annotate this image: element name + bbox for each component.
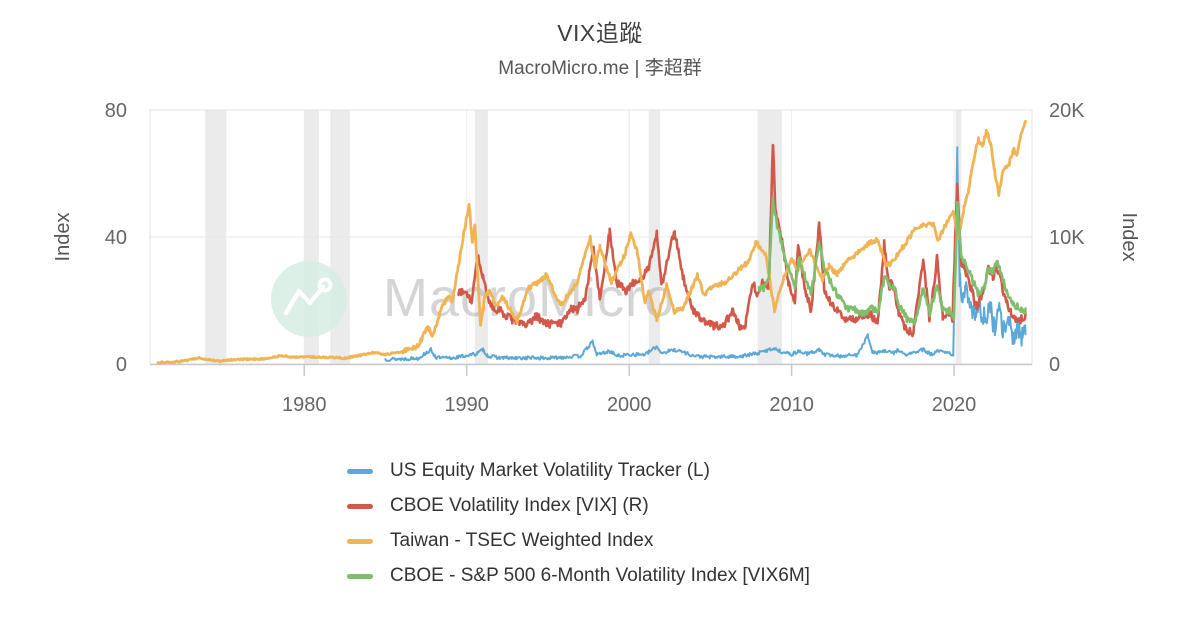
watermark-logo-icon xyxy=(271,261,347,337)
left-y-tick-label: 40 xyxy=(105,227,127,249)
x-tick-label: 2020 xyxy=(932,394,977,416)
legend-label: US Equity Market Volatility Tracker (L) xyxy=(390,460,710,481)
series-line-2[interactable] xyxy=(457,143,1027,338)
series-line-1[interactable] xyxy=(384,146,1027,362)
legend-label: CBOE Volatility Index [VIX] (R) xyxy=(390,495,649,516)
left-y-tick-label: 80 xyxy=(105,100,127,122)
series-line-3[interactable] xyxy=(156,119,1027,365)
legend-item-us-equity-volatility-tracker[interactable]: US Equity Market Volatility Tracker (L) xyxy=(347,459,810,483)
legend-swatch-green xyxy=(347,573,373,579)
x-tick-label: 1980 xyxy=(282,394,327,416)
legend-label: CBOE - S&P 500 6-Month Volatility Index … xyxy=(390,565,810,586)
legend-swatch-red xyxy=(347,503,373,509)
series-line-4[interactable] xyxy=(757,196,1027,326)
legend-swatch-orange xyxy=(347,538,373,544)
legend-item-taiwan-tsec-weighted-index[interactable]: Taiwan - TSEC Weighted Index xyxy=(347,529,810,553)
chart-plot-area[interactable]: 1980 1990 2000 2010 2020 MacroMicro 0 40 80 0 10K 2… xyxy=(0,0,1200,440)
chart-legend: US Equity Market Volatility Tracker (L) … xyxy=(347,459,810,588)
chart-title: VIX追蹤 xyxy=(557,20,643,46)
watermark-text: MacroMicro xyxy=(383,268,675,328)
x-tick-label: 2010 xyxy=(769,394,814,416)
x-tick-label: 2000 xyxy=(607,394,652,416)
left-axis-title: Index xyxy=(52,213,74,262)
right-y-tick-label: 20K xyxy=(1049,100,1085,122)
right-y-tick-label: 0 xyxy=(1049,354,1060,376)
right-y-tick-label: 10K xyxy=(1049,227,1085,249)
legend-item-cboe-vix[interactable]: CBOE Volatility Index [VIX] (R) xyxy=(347,494,810,518)
chart-subtitle: MacroMicro.me | 李超群 xyxy=(498,58,702,79)
legend-swatch-blue xyxy=(347,468,373,474)
legend-item-cboe-vix6m[interactable]: CBOE - S&P 500 6-Month Volatility Index … xyxy=(347,564,810,588)
legend-label: Taiwan - TSEC Weighted Index xyxy=(390,530,654,551)
right-axis-title: Index xyxy=(1118,213,1140,262)
left-y-tick-label: 0 xyxy=(116,354,127,376)
x-tick-label: 1990 xyxy=(444,394,489,416)
